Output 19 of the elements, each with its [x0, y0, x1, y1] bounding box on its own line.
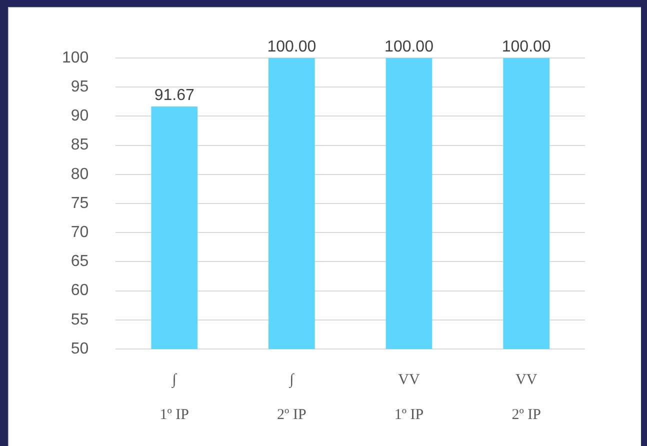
y-tick-label: 55 — [70, 311, 89, 328]
data-label: 100.00 — [502, 38, 551, 56]
y-tick-label: 65 — [70, 253, 89, 270]
y-tick-label: 75 — [70, 194, 89, 212]
data-label: 100.00 — [267, 38, 316, 56]
y-tick-label: 90 — [70, 108, 89, 125]
y-tick-label: 85 — [70, 136, 89, 154]
category-label: VV 1º IP — [394, 372, 424, 423]
data-label: 91.67 — [154, 86, 194, 104]
y-tick-label: 50 — [70, 340, 89, 358]
category-label: VV 2º IP — [512, 372, 541, 423]
y-tick-label: 60 — [70, 282, 89, 300]
y-tick-label: 95 — [70, 78, 89, 96]
y-tick-label: 70 — [70, 224, 89, 242]
y-tick-label: 80 — [70, 166, 89, 183]
y-tick-label: 100 — [62, 49, 89, 66]
category-label: ∫ 2º IP — [277, 372, 306, 423]
category-label: ∫ 1º IP — [160, 372, 189, 423]
data-label: 100.00 — [384, 38, 434, 56]
